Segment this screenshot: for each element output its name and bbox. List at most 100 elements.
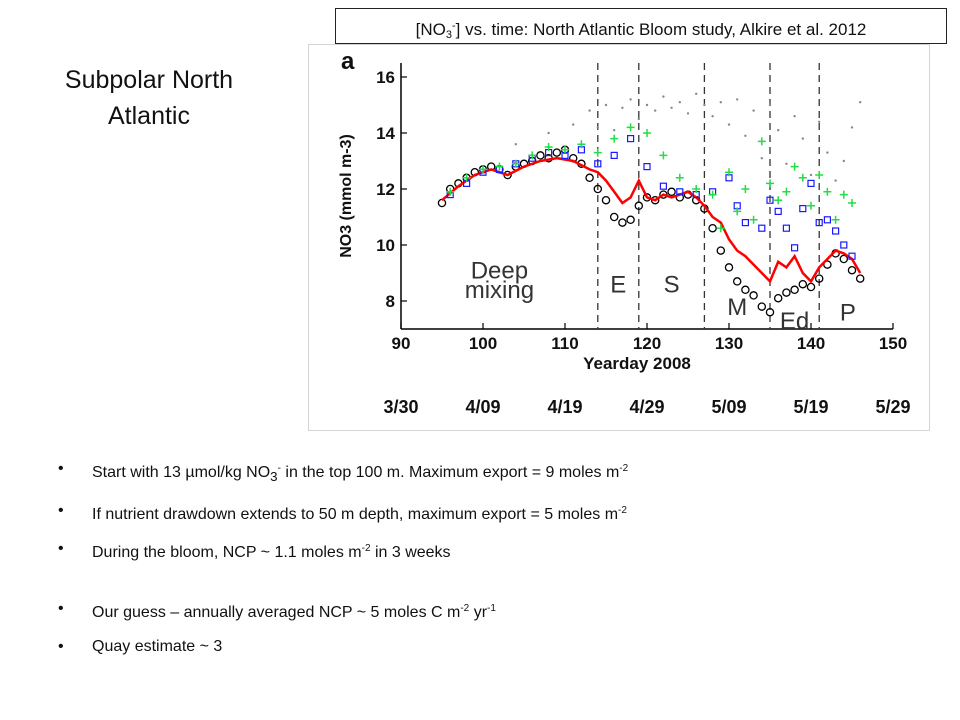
blue-square-point [676, 188, 684, 196]
chart-frame: 90 100 110 120 130 140 150 8 10 12 14 16 Yearday 200… [308, 44, 930, 431]
grey-dot-point [744, 134, 747, 137]
region-title: Subpolar North Atlantic [28, 62, 270, 134]
black-circle-point [732, 277, 742, 286]
bullet-3-text: During the bloom, NCP ~ 1.1 moles m [92, 544, 362, 562]
green-plus-point [782, 187, 791, 196]
grey-dot-point [777, 129, 780, 132]
green-plus-point [798, 173, 807, 182]
grey-dot-point [842, 159, 845, 163]
black-circle-point [536, 151, 545, 160]
bullet-4-rest: yr [469, 604, 488, 622]
grey-dot-point [695, 92, 698, 95]
black-circle-point [585, 173, 594, 183]
bullet-item-1: Start with 13 µmol/kg NO3- in the top 10… [58, 458, 938, 488]
green-plus-point [807, 201, 815, 210]
black-circle-point [814, 274, 824, 283]
bullet-4-text: Our guess – annually averaged NCP ~ 5 mo… [92, 604, 461, 622]
grey-dot-point [547, 131, 550, 135]
grey-dot-point [793, 115, 796, 118]
black-circle-point [601, 195, 611, 205]
grey-dot-point [670, 106, 673, 109]
grey-dot-point [768, 103, 772, 107]
grey-dot-point [809, 173, 813, 177]
blue-square-point [823, 216, 832, 224]
grey-dot-point [727, 123, 731, 126]
black-circle-point [552, 148, 562, 157]
bullet-5-text: Quay estimate ~ 3 [92, 638, 223, 656]
green-plus-point [610, 134, 619, 143]
blue-square-point [774, 207, 782, 215]
grey-dot-point [826, 151, 829, 154]
green-plus-point [708, 190, 717, 199]
grey-dot-point [703, 103, 706, 107]
blue-square-point [807, 179, 815, 187]
black-circle-point [634, 201, 644, 211]
red-mean-line [441, 156, 862, 284]
bullet-3-sup: -2 [361, 543, 371, 555]
grey-dot-point [760, 157, 763, 160]
black-circle-point [782, 288, 791, 297]
green-plus-point [848, 199, 856, 207]
blue-square-point [782, 224, 790, 232]
grey-dot-point [859, 101, 862, 104]
grey-dot-point [596, 126, 599, 129]
green-plus-point [675, 173, 684, 182]
green-plus-point [766, 179, 774, 188]
bullet-item-4: Our guess – annually averaged NCP ~ 5 mo… [58, 598, 938, 624]
date-tick-label: 5/09 [711, 397, 746, 417]
caption-subscript: 3 [445, 29, 452, 41]
green-plus-point [511, 159, 520, 168]
date-tick-label: 5/29 [875, 397, 910, 417]
phase-label: Deep [471, 258, 528, 285]
black-circle-point [765, 307, 775, 317]
phase-label: E [610, 272, 626, 299]
date-tick-label: 3/30 [383, 397, 418, 417]
black-circle-point [757, 302, 767, 311]
y-tick-label: 16 [376, 68, 395, 87]
black-circle-point [609, 212, 619, 222]
date-tick-label: 4/29 [629, 397, 664, 417]
caption-superscript: - [451, 20, 456, 32]
bullet-1-sup: - [277, 463, 281, 474]
blue-square-point [594, 160, 602, 168]
date-tick-label: 4/19 [547, 397, 582, 417]
blue-square-point [741, 219, 749, 227]
black-circle-point [749, 291, 758, 300]
grey-dot-point [678, 101, 681, 104]
bullet-1-sup2: -2 [619, 463, 629, 474]
phase-label: Ed [780, 308, 809, 335]
black-circle-point [724, 263, 734, 272]
x-tick-label: 140 [797, 334, 825, 353]
black-circle-point [716, 246, 726, 255]
grey-dot-point [588, 109, 591, 112]
x-axis-label: Yearday 2008 [583, 354, 691, 373]
grey-dot-point [613, 129, 616, 132]
caption-prefix: [NO [415, 20, 446, 39]
green-plus-point [839, 190, 848, 199]
blue-square-point [627, 134, 635, 143]
x-tick-label: 130 [715, 334, 743, 353]
black-circle-point [773, 293, 783, 303]
region-title-line2: Atlantic [108, 102, 190, 130]
grey-dot-point [752, 109, 755, 112]
phase-label: P [840, 300, 856, 327]
grey-dot-point [711, 115, 714, 118]
x-tick-label: 110 [551, 334, 578, 353]
black-circle-point [437, 198, 447, 208]
blue-square-point [610, 151, 618, 160]
y-tick-label: 10 [376, 236, 395, 255]
region-title-line1: Subpolar North [64, 66, 234, 94]
grey-dot-point [662, 95, 665, 98]
bullet-2-sup: -2 [618, 505, 627, 517]
blue-square-point [831, 227, 840, 235]
panel-label: a [341, 48, 355, 75]
green-plus-point [774, 196, 783, 205]
green-plus-point [692, 185, 701, 193]
green-plus-point [561, 145, 569, 154]
x-tick-label: 150 [879, 334, 907, 353]
black-circle-point [593, 184, 603, 194]
y-tick-label: 14 [376, 124, 395, 143]
green-plus-point [831, 215, 840, 224]
x-tick-label: 100 [469, 334, 497, 353]
blue-square-point [758, 224, 766, 232]
